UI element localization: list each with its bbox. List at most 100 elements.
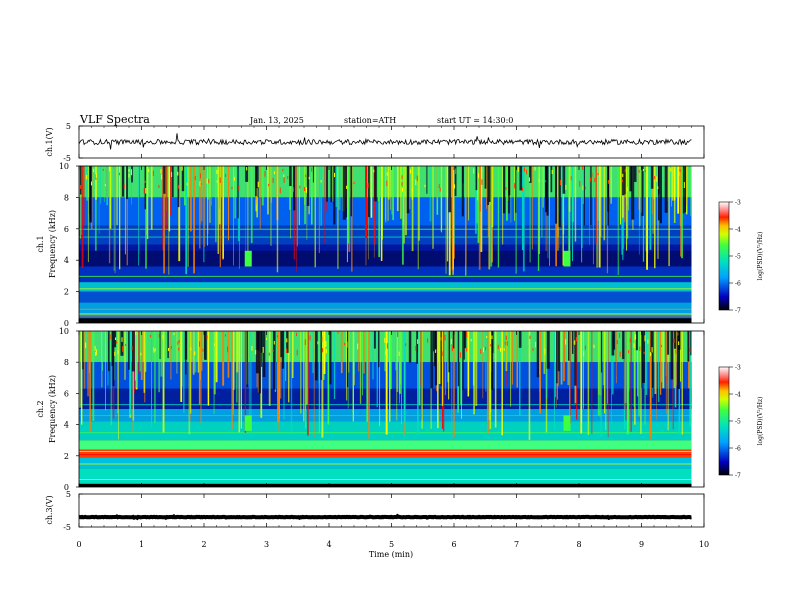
spectrogram-spike xyxy=(86,166,88,201)
spectrogram-line xyxy=(79,454,692,456)
colorbar-tick-label: -5 xyxy=(735,254,741,261)
spectrogram-speckle xyxy=(128,169,130,172)
spectrogram-spike xyxy=(187,166,189,267)
ch1-colorbar-label: log(PSD)(V²/Hz) xyxy=(757,232,764,281)
spectrogram-spike xyxy=(505,331,508,372)
spectrogram-speckle xyxy=(321,336,323,342)
spectrogram-gap xyxy=(571,331,574,354)
spectrogram-speckle xyxy=(565,184,567,190)
spectrogram-speckle xyxy=(651,347,653,353)
spectrogram-spike xyxy=(441,331,444,406)
spectrogram-speckle xyxy=(460,352,462,358)
spectrogram-band xyxy=(79,468,692,484)
spectrogram-spike xyxy=(311,166,313,225)
spectrogram-spike xyxy=(256,166,258,218)
spectrogram-speckle xyxy=(505,335,507,341)
spectrogram-spike xyxy=(362,331,365,374)
spectrogram-spike xyxy=(502,166,504,245)
spectrogram-spike xyxy=(408,166,411,210)
spectrogram-speckle xyxy=(497,344,499,350)
spectrogram-speckle xyxy=(202,348,204,352)
spectrogram-speckle xyxy=(273,340,275,345)
spectrogram-gap xyxy=(454,166,457,197)
spectrogram-speckle xyxy=(579,180,581,187)
spectrogram-spike xyxy=(636,331,639,397)
spectrogram-spike xyxy=(560,331,563,385)
spectrogram-spike xyxy=(312,331,314,374)
spectrogram-gap xyxy=(113,331,117,348)
frequency-tick-label: 0 xyxy=(64,319,69,328)
spectrogram-speckle xyxy=(386,343,388,349)
spectrogram-spike xyxy=(227,331,230,378)
spectrogram-band xyxy=(79,440,692,450)
spectrogram-spike xyxy=(170,331,172,380)
spectrogram-spike xyxy=(158,331,160,393)
spectrogram-gap xyxy=(464,331,467,349)
spectrogram-gap xyxy=(326,166,328,202)
spectrogram-spike xyxy=(261,166,264,206)
spectrogram-speckle xyxy=(398,351,400,356)
spectrogram-spike xyxy=(124,331,126,380)
spectrogram-gap xyxy=(293,166,296,211)
spectrogram-gap xyxy=(258,331,261,394)
spectrogram-spike xyxy=(178,166,181,262)
spectrogram-spike xyxy=(600,331,602,437)
spectrogram-speckle xyxy=(401,187,403,192)
spectrogram-spike xyxy=(574,166,577,242)
time-axis-label: Time (min) xyxy=(369,550,413,559)
spectrogram-spike xyxy=(460,331,463,405)
spectrogram-gap xyxy=(406,166,410,214)
spectrogram-spike xyxy=(486,166,487,209)
spectrogram-speckle xyxy=(597,172,599,176)
spectrogram-gap xyxy=(635,331,638,351)
spectrogram-gap xyxy=(281,331,285,369)
spectrogram-spike xyxy=(603,166,606,241)
spectrogram-spike xyxy=(649,331,652,435)
spectrogram-spike xyxy=(541,166,543,238)
spectrogram-speckle xyxy=(424,184,426,188)
spectrogram-gap xyxy=(131,331,135,372)
time-tick-label: 9 xyxy=(639,540,644,549)
spectrogram-spike xyxy=(372,331,374,380)
colorbar-tick-label: -3 xyxy=(735,200,741,207)
spectrogram-line xyxy=(79,308,692,310)
spectrogram-spike xyxy=(108,166,111,264)
spectrogram-spike xyxy=(675,331,677,408)
spectrogram-speckle xyxy=(386,180,388,187)
spectrogram-line xyxy=(79,451,692,452)
spectrogram-spike xyxy=(109,166,112,229)
spectrogram-spike xyxy=(105,331,106,411)
spectrogram-spike xyxy=(279,331,280,419)
spectrogram-spike xyxy=(528,331,531,440)
ch2-spectrogram-panel: 0 2 4 6 8 10 ch.2 Frequency (kHz) xyxy=(36,327,705,492)
spectrogram-gap xyxy=(682,166,685,214)
start-time-label: start UT = 14:30:0 xyxy=(437,116,513,125)
spectrogram-gap xyxy=(518,331,522,348)
spectrogram-spike xyxy=(571,166,573,262)
spectrogram-speckle xyxy=(454,184,456,189)
spectrogram-band xyxy=(79,318,692,323)
spectrogram-gap xyxy=(280,331,283,358)
spectrogram-spike xyxy=(318,166,320,254)
spectrogram-spike xyxy=(287,331,290,403)
spectrogram-speckle xyxy=(521,187,523,191)
spectrogram-spot xyxy=(563,250,571,267)
spectrogram-gap xyxy=(487,166,490,205)
spectrogram-spike xyxy=(323,331,326,375)
spectrogram-spike xyxy=(333,331,336,400)
spectrogram-nodata xyxy=(691,331,704,487)
spectrogram-spike xyxy=(398,331,400,404)
spectrogram-gap xyxy=(562,166,566,194)
spectrogram-spike xyxy=(537,166,540,271)
spectrogram-speckle xyxy=(199,181,201,187)
spectrogram-speckle xyxy=(128,173,130,178)
spectrogram-spike xyxy=(227,166,230,241)
spectrogram-spike xyxy=(138,166,140,255)
spectrogram-speckle xyxy=(574,340,576,345)
colorbar-tick-label: -7 xyxy=(735,308,741,315)
spectrogram-spike xyxy=(80,166,81,239)
spectrogram-gap xyxy=(629,166,633,192)
spectrogram-speckle xyxy=(305,174,307,178)
ch1-spectrogram-image xyxy=(79,166,704,323)
spectrogram-speckle xyxy=(410,169,412,174)
